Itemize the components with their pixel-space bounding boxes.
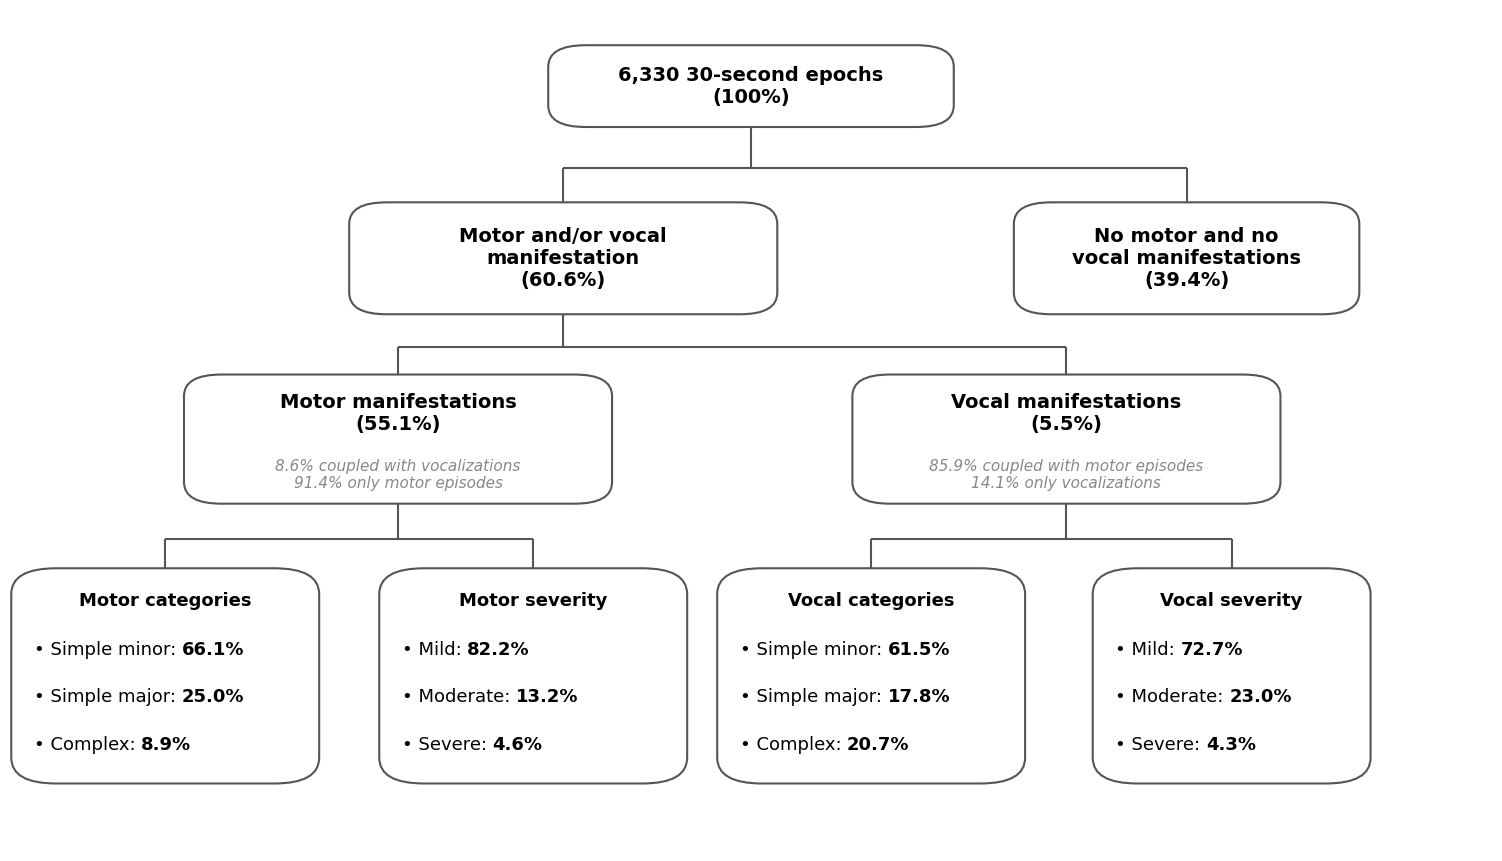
FancyBboxPatch shape (1093, 568, 1370, 784)
Text: • Simple major:: • Simple major: (740, 689, 888, 706)
Text: • Moderate:: • Moderate: (1114, 689, 1229, 706)
Text: Motor categories: Motor categories (80, 592, 251, 610)
FancyBboxPatch shape (718, 568, 1026, 784)
FancyBboxPatch shape (379, 568, 688, 784)
Text: 82.2%: 82.2% (467, 641, 530, 659)
Text: • Simple major:: • Simple major: (35, 689, 182, 706)
Text: Vocal severity: Vocal severity (1161, 592, 1302, 610)
FancyBboxPatch shape (12, 568, 320, 784)
Text: 72.7%: 72.7% (1181, 641, 1244, 659)
Text: 4.6%: 4.6% (493, 736, 542, 753)
Text: • Simple minor:: • Simple minor: (740, 641, 888, 659)
Text: Motor manifestations
(55.1%): Motor manifestations (55.1%) (279, 393, 517, 434)
Text: 8.9%: 8.9% (141, 736, 191, 753)
Text: • Simple minor:: • Simple minor: (35, 641, 182, 659)
Text: 6,330 30-second epochs
(100%): 6,330 30-second epochs (100%) (619, 65, 883, 107)
Text: 20.7%: 20.7% (847, 736, 910, 753)
FancyBboxPatch shape (185, 375, 613, 504)
Text: 23.0%: 23.0% (1229, 689, 1292, 706)
Text: • Complex:: • Complex: (35, 736, 141, 753)
Text: • Severe:: • Severe: (1114, 736, 1206, 753)
FancyBboxPatch shape (548, 45, 954, 127)
Text: No motor and no
vocal manifestations
(39.4%): No motor and no vocal manifestations (39… (1072, 226, 1301, 290)
Text: • Moderate:: • Moderate: (403, 689, 515, 706)
Text: 4.3%: 4.3% (1206, 736, 1256, 753)
Text: 17.8%: 17.8% (888, 689, 951, 706)
Text: Motor and/or vocal
manifestation
(60.6%): Motor and/or vocal manifestation (60.6%) (460, 226, 667, 290)
Text: 13.2%: 13.2% (515, 689, 578, 706)
Text: • Mild:: • Mild: (403, 641, 467, 659)
Text: 61.5%: 61.5% (888, 641, 951, 659)
FancyBboxPatch shape (350, 202, 778, 314)
Text: Vocal categories: Vocal categories (789, 592, 954, 610)
Text: 25.0%: 25.0% (182, 689, 243, 706)
Text: • Severe:: • Severe: (403, 736, 493, 753)
Text: • Mild:: • Mild: (1114, 641, 1181, 659)
Text: 85.9% coupled with motor episodes
14.1% only vocalizations: 85.9% coupled with motor episodes 14.1% … (930, 459, 1203, 492)
FancyBboxPatch shape (1014, 202, 1359, 314)
Text: • Complex:: • Complex: (740, 736, 847, 753)
Text: 8.6% coupled with vocalizations
91.4% only motor episodes: 8.6% coupled with vocalizations 91.4% on… (275, 459, 521, 492)
Text: Motor severity: Motor severity (460, 592, 607, 610)
Text: Vocal manifestations
(5.5%): Vocal manifestations (5.5%) (951, 393, 1182, 434)
Text: 66.1%: 66.1% (182, 641, 245, 659)
FancyBboxPatch shape (853, 375, 1281, 504)
